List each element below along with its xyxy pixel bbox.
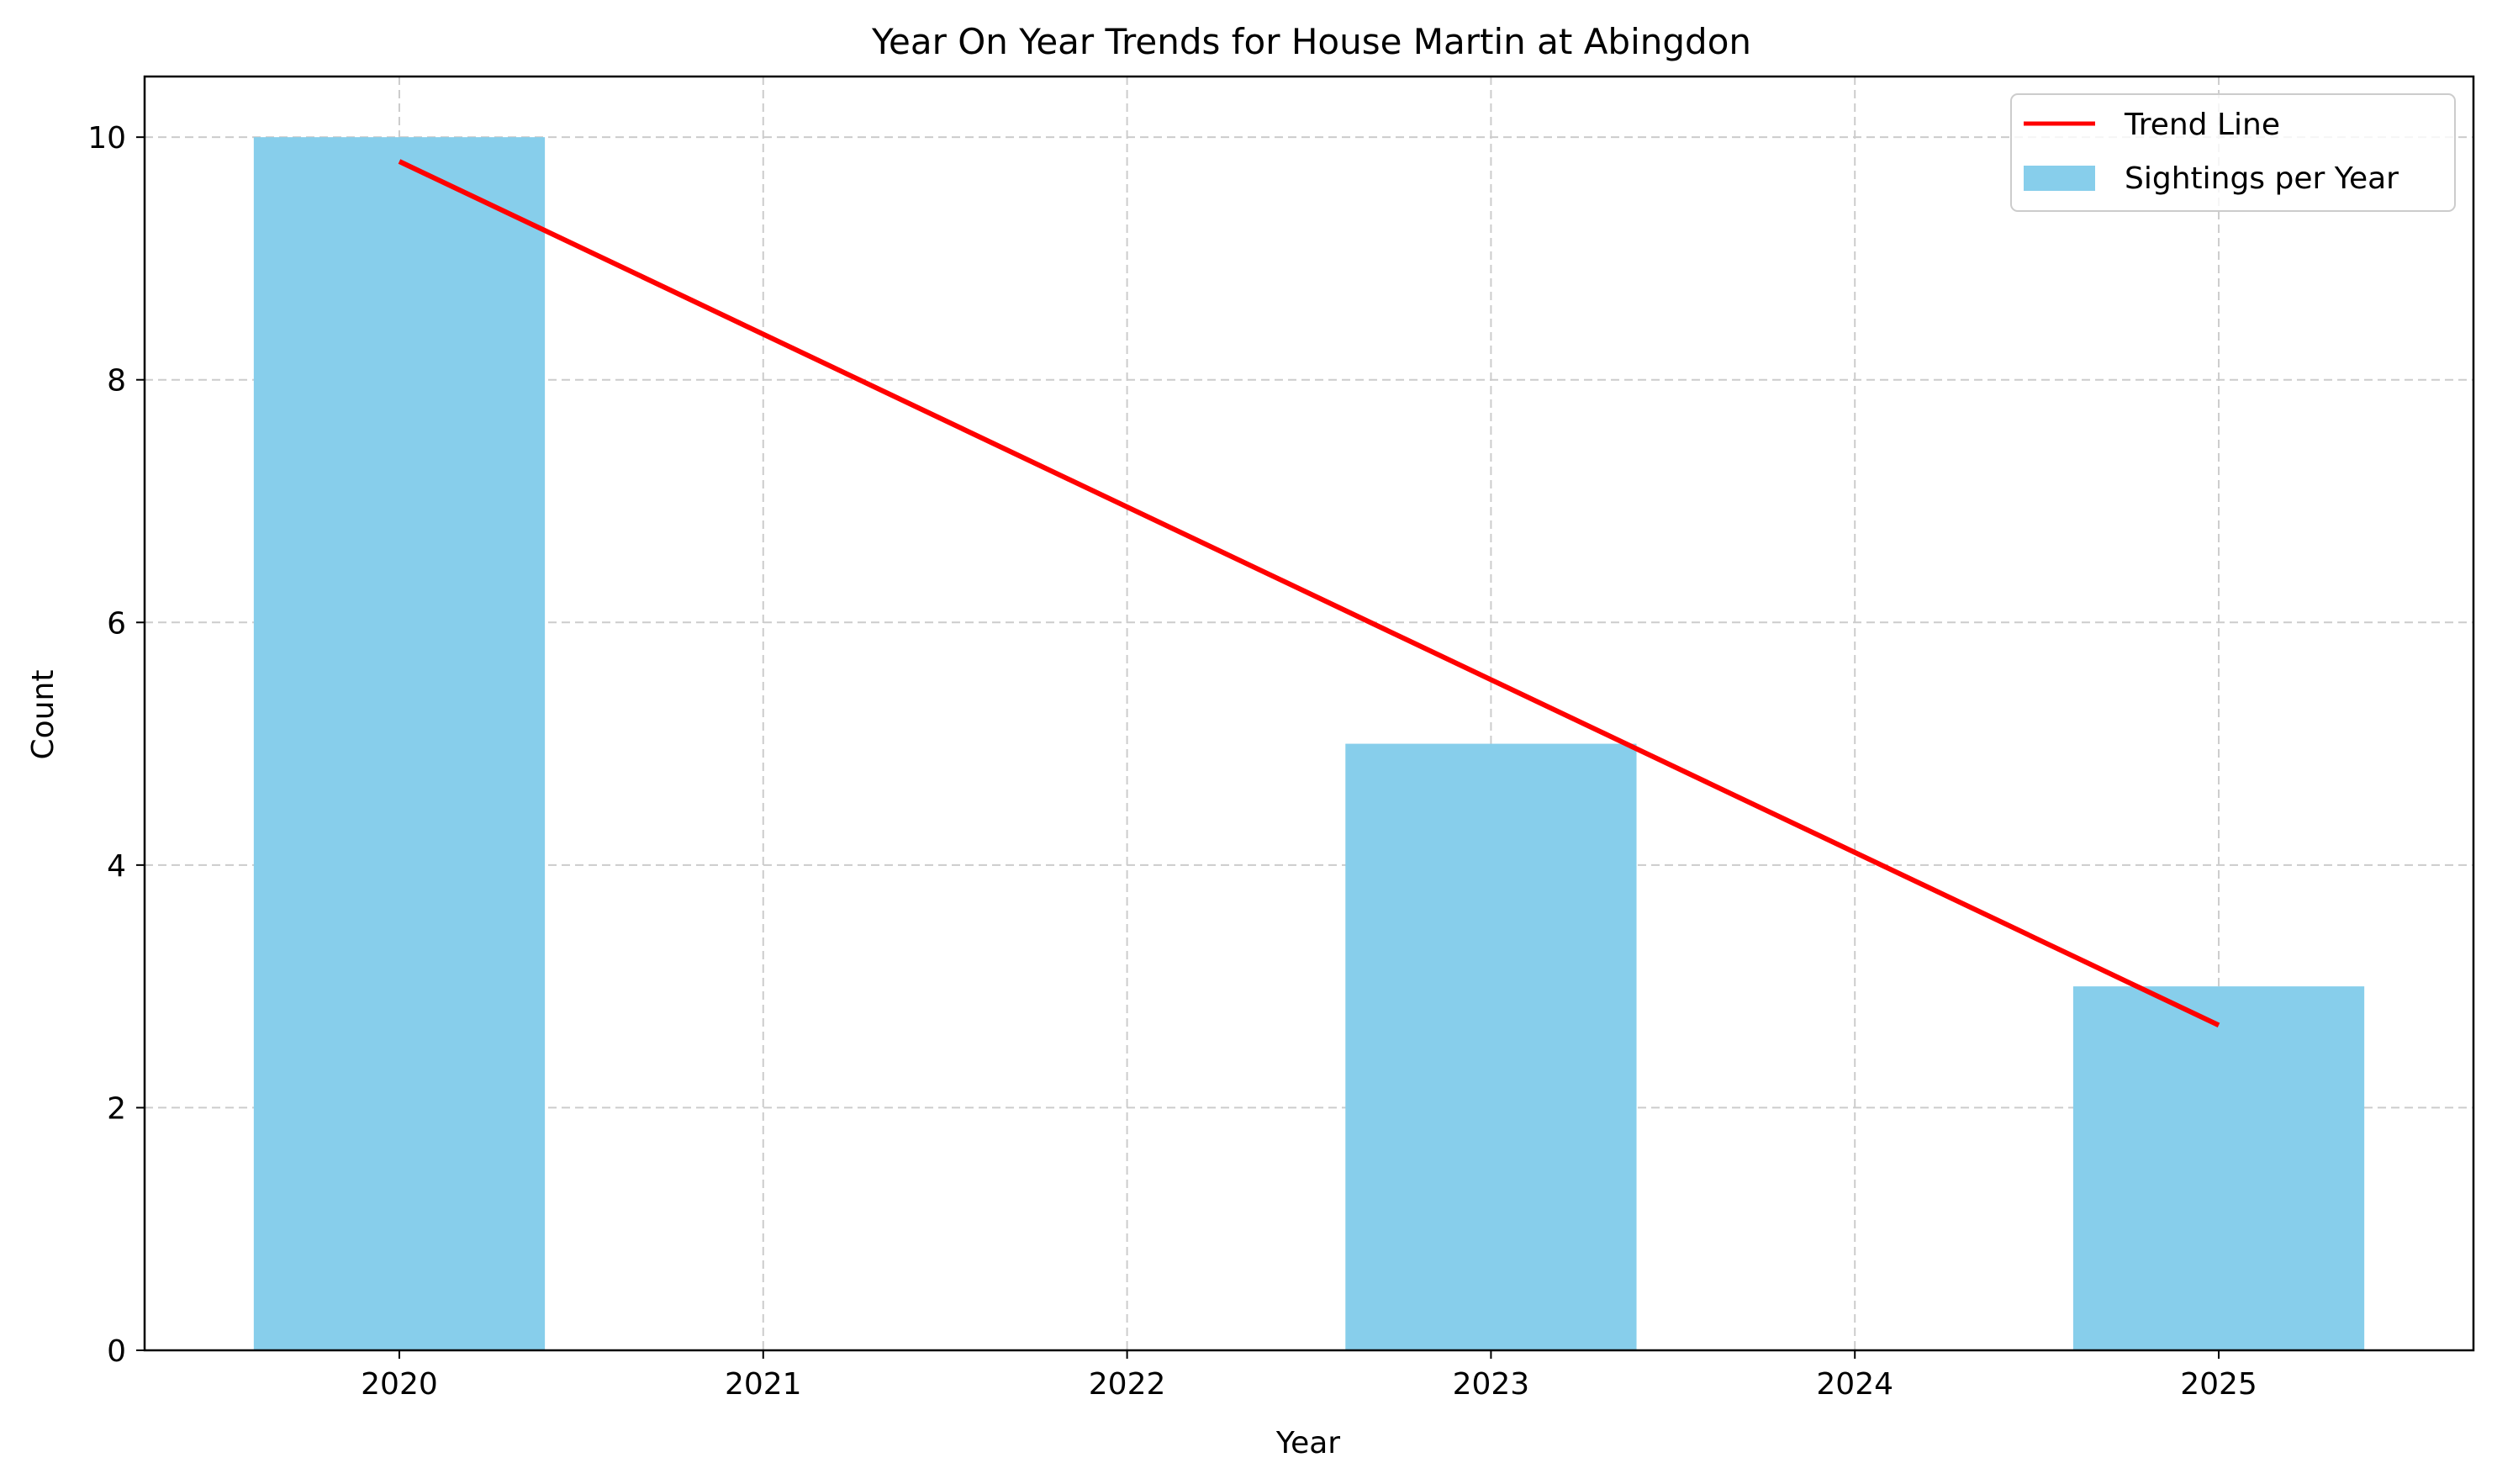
legend-bar-label: Sightings per Year <box>2125 161 2399 196</box>
bar-2025 <box>2072 986 2365 1350</box>
plot-frame <box>143 75 2475 1352</box>
x-tick-label: 2025 <box>2180 1367 2257 1402</box>
legend-bar-swatch <box>2024 166 2095 191</box>
legend-trend-label: Trend Line <box>2124 108 2280 142</box>
x-tick-label: 2022 <box>1089 1367 1166 1402</box>
legend: Trend Line Sightings per Year <box>2010 93 2456 212</box>
trend-line-group <box>398 159 2220 1028</box>
x-tick-label: 2023 <box>1453 1367 1530 1402</box>
y-axis-ticks: 0 2 4 6 8 10 <box>87 121 145 1369</box>
chart-title: Year On Year Trends for House Martin at … <box>871 21 1751 62</box>
x-tick-label: 2020 <box>361 1367 438 1402</box>
bars <box>253 137 2365 1351</box>
trend-line <box>398 159 2220 1028</box>
x-tick-label: 2024 <box>1816 1367 1893 1402</box>
y-axis-label: Count <box>26 670 61 760</box>
y-tick-label: 0 <box>107 1334 126 1369</box>
legend-box <box>2010 93 2456 212</box>
x-axis-label: Year <box>1275 1426 1340 1460</box>
y-tick-label: 10 <box>87 121 126 156</box>
y-tick-label: 6 <box>107 606 126 641</box>
x-axis-ticks: 2020 2021 2022 2023 2024 2025 <box>361 1350 2257 1402</box>
y-tick-label: 2 <box>107 1091 126 1126</box>
x-tick-label: 2021 <box>725 1367 802 1402</box>
bar-2023 <box>1345 743 1637 1350</box>
bar-2020 <box>253 137 546 1351</box>
y-tick-label: 8 <box>107 364 126 399</box>
y-tick-label: 4 <box>107 849 126 884</box>
